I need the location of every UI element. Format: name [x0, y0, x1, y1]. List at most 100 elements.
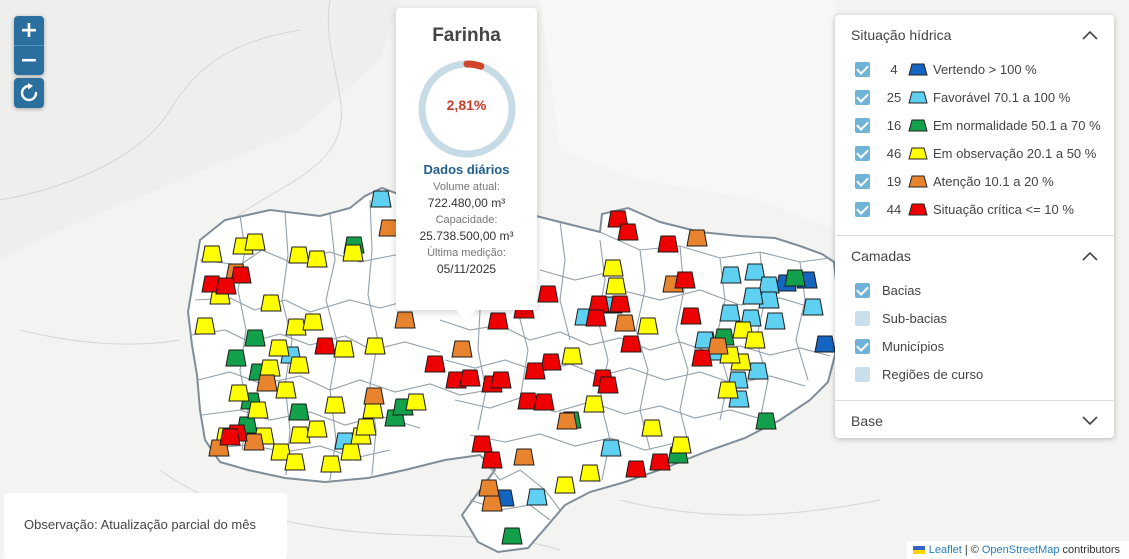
reservoir-marker[interactable] — [288, 356, 310, 374]
reservoir-marker[interactable] — [306, 250, 328, 268]
reservoir-marker[interactable] — [657, 235, 679, 253]
layer-item[interactable]: Regiões de curso — [835, 360, 1114, 388]
reservoir-marker[interactable] — [605, 277, 627, 295]
reservoir-marker[interactable] — [340, 443, 362, 461]
reservoir-marker[interactable] — [302, 313, 324, 331]
reservoir-marker[interactable] — [259, 359, 281, 377]
reservoir-marker[interactable] — [243, 433, 265, 451]
reservoir-marker[interactable] — [324, 396, 346, 414]
reservoir-marker[interactable] — [285, 318, 307, 336]
situacao-item[interactable]: 44 Situação crítica <= 10 % — [835, 195, 1114, 223]
reservoir-marker[interactable] — [215, 277, 237, 295]
reservoir-marker[interactable] — [597, 376, 619, 394]
camadas-header[interactable]: Camadas — [835, 235, 1114, 276]
checkbox[interactable] — [855, 61, 870, 77]
reservoir-marker[interactable] — [244, 329, 266, 347]
reservoir-marker[interactable] — [600, 439, 622, 457]
checkbox[interactable] — [855, 310, 870, 326]
reservoir-marker[interactable] — [680, 307, 702, 325]
layer-item[interactable]: Bacias — [835, 276, 1114, 304]
reservoir-marker[interactable] — [247, 401, 269, 419]
reservoir-marker[interactable] — [585, 309, 607, 327]
situacao-item[interactable]: 46 Em observação 20.1 a 50 % — [835, 139, 1114, 167]
reservoir-marker[interactable] — [490, 371, 512, 389]
checkbox[interactable] — [855, 338, 870, 354]
reservoir-marker[interactable] — [424, 355, 446, 373]
checkbox[interactable] — [855, 117, 870, 133]
reservoir-marker[interactable] — [802, 298, 824, 316]
reservoir-marker[interactable] — [306, 420, 328, 438]
layer-item[interactable]: Sub-bacias — [835, 304, 1114, 332]
chevron-up-icon[interactable] — [1082, 251, 1098, 261]
reservoir-marker[interactable] — [602, 259, 624, 277]
reservoir-marker[interactable] — [744, 331, 766, 349]
reservoir-marker[interactable] — [370, 190, 392, 208]
layer-item[interactable]: Municípios — [835, 332, 1114, 360]
reservoir-marker[interactable] — [364, 337, 386, 355]
reservoir-marker[interactable] — [314, 337, 336, 355]
reservoir-marker[interactable] — [707, 337, 729, 355]
reservoir-marker[interactable] — [268, 339, 290, 357]
reservoir-marker[interactable] — [758, 276, 780, 294]
reset-view-button[interactable] — [14, 78, 44, 108]
reservoir-marker[interactable] — [784, 269, 806, 287]
reservoir-marker[interactable] — [219, 428, 241, 446]
reservoir-marker[interactable] — [478, 479, 500, 497]
osm-link[interactable]: OpenStreetMap — [981, 544, 1060, 556]
reservoir-marker[interactable] — [625, 460, 647, 478]
reservoir-marker[interactable] — [537, 285, 559, 303]
situacao-header[interactable]: Situação hídrica — [835, 15, 1114, 55]
reservoir-marker[interactable] — [670, 436, 692, 454]
checkbox[interactable] — [855, 201, 870, 217]
chevron-up-icon[interactable] — [1082, 30, 1098, 40]
reservoir-marker[interactable] — [620, 335, 642, 353]
reservoir-marker[interactable] — [742, 287, 764, 305]
reservoir-marker[interactable] — [481, 494, 503, 512]
reservoir-marker[interactable] — [674, 271, 696, 289]
checkbox[interactable] — [855, 89, 870, 105]
reservoir-marker[interactable] — [641, 419, 663, 437]
reservoir-marker[interactable] — [719, 304, 741, 322]
reservoir-marker[interactable] — [481, 451, 503, 469]
reservoir-marker[interactable] — [554, 476, 576, 494]
reservoir-marker[interactable] — [747, 362, 769, 380]
reservoir-marker[interactable] — [342, 244, 364, 262]
reservoir-marker[interactable] — [637, 317, 659, 335]
reservoir-marker[interactable] — [583, 395, 605, 413]
reservoir-marker[interactable] — [194, 317, 216, 335]
checkbox[interactable] — [855, 282, 870, 298]
reservoir-marker[interactable] — [288, 403, 310, 421]
reservoir-marker[interactable] — [355, 418, 377, 436]
base-header[interactable]: Base — [835, 400, 1114, 441]
reservoir-marker[interactable] — [513, 448, 535, 466]
situacao-item[interactable]: 16 Em normalidade 50.1 a 70 % — [835, 111, 1114, 139]
situacao-item[interactable]: 4 Vertendo > 100 % — [835, 55, 1114, 83]
reservoir-marker[interactable] — [228, 384, 250, 402]
reservoir-marker[interactable] — [649, 453, 671, 471]
checkbox[interactable] — [855, 173, 870, 189]
reservoir-marker[interactable] — [814, 335, 836, 353]
reservoir-marker[interactable] — [405, 393, 427, 411]
reservoir-marker[interactable] — [609, 295, 631, 313]
reservoir-marker[interactable] — [288, 246, 310, 264]
checkbox[interactable] — [855, 145, 870, 161]
reservoir-marker[interactable] — [540, 353, 562, 371]
reservoir-marker[interactable] — [686, 229, 708, 247]
leaflet-link[interactable]: Leaflet — [928, 544, 962, 556]
chevron-down-icon[interactable] — [1082, 416, 1098, 426]
reservoir-marker[interactable] — [501, 527, 523, 545]
reservoir-marker[interactable] — [394, 311, 416, 329]
reservoir-marker[interactable] — [526, 488, 548, 506]
reservoir-marker[interactable] — [451, 340, 473, 358]
situacao-item[interactable]: 25 Favorável 70.1 a 100 % — [835, 83, 1114, 111]
reservoir-marker[interactable] — [275, 381, 297, 399]
reservoir-marker[interactable] — [764, 312, 786, 330]
reservoir-marker[interactable] — [556, 412, 578, 430]
zoom-out-button[interactable]: − — [14, 45, 44, 75]
reservoir-marker[interactable] — [614, 314, 636, 332]
reservoir-marker[interactable] — [533, 393, 555, 411]
reservoir-marker[interactable] — [333, 340, 355, 358]
reservoir-marker[interactable] — [755, 412, 777, 430]
reservoir-marker[interactable] — [363, 387, 385, 405]
reservoir-marker[interactable] — [487, 312, 509, 330]
